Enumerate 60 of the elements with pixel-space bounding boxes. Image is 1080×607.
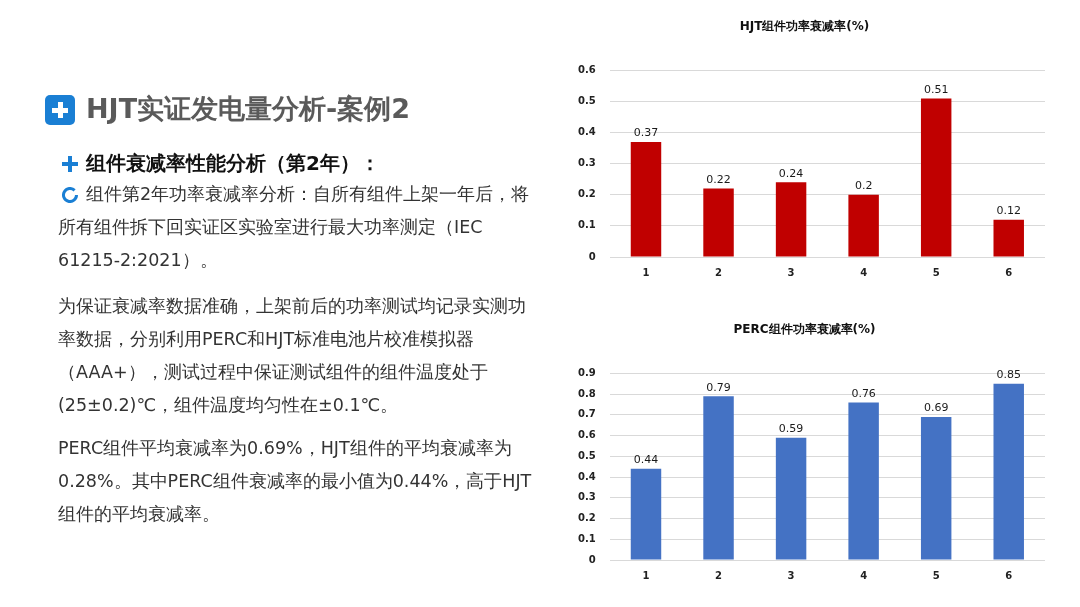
x-tick-label: 6	[1005, 569, 1013, 581]
x-tick-label: 1	[642, 266, 650, 278]
chart-title: PERC组件功率衰减率(%)	[733, 322, 876, 337]
y-tick-label: 0.5	[578, 449, 596, 461]
y-tick-label: 0.1	[578, 219, 596, 231]
data-label: 0.44	[633, 453, 659, 467]
bar	[920, 98, 952, 257]
x-tick-label: 5	[932, 569, 940, 581]
y-tick-label: 0.2	[578, 188, 596, 200]
x-tick-label: 2	[715, 569, 723, 581]
x-tick-label: 2	[715, 266, 723, 278]
bar	[775, 437, 807, 560]
y-tick-label: 0.4	[578, 126, 596, 138]
y-tick-label: 0.6	[578, 429, 596, 441]
text: PERC组件平均衰减率为0.69%，HJT组件的平均衰减率为0.28%。其中PERC组件衰减率的最小值为0.44%，高于HJT组件的平均衰减率。	[58, 437, 533, 526]
x-tick-label: 3	[787, 266, 795, 278]
y-tick-label: 0.2	[578, 512, 596, 524]
x-tick-label: 3	[787, 569, 795, 581]
y-tick-label: 0	[588, 250, 596, 262]
x-tick-label: 1	[642, 569, 650, 581]
y-tick-label: 0.6	[578, 63, 596, 75]
data-label: 0.24	[778, 166, 804, 180]
y-tick-label: 0.8	[578, 387, 596, 399]
text: HJT实证发电量分析-案例2	[86, 92, 411, 126]
data-label: 0.69	[923, 401, 949, 415]
y-tick-label: 0.1	[578, 532, 596, 544]
x-tick-label: 6	[1005, 266, 1013, 278]
bar	[848, 194, 879, 257]
data-label: 0.76	[851, 386, 876, 400]
data-label: 0.85	[996, 368, 1021, 382]
y-tick-label: 0.7	[578, 408, 596, 420]
data-label: 0.22	[706, 172, 731, 186]
chart-title: HJT组件功率衰减率(%)	[739, 19, 870, 34]
text: 组件第2年功率衰减率分析：自所有组件上架一年后，将所有组件拆下回实证区实验室进行最大功率测定（IEC 61215-2:2021）。	[58, 183, 531, 272]
data-label: 0.12	[996, 204, 1021, 218]
data-label: 0.2	[854, 179, 873, 193]
data-label: 0.51	[923, 82, 949, 96]
bar	[920, 416, 952, 560]
y-tick-label: 0.3	[578, 491, 596, 503]
bar	[775, 182, 807, 257]
x-tick-label: 4	[860, 266, 868, 278]
bar	[703, 396, 734, 560]
x-tick-label: 4	[860, 569, 868, 581]
text: 为保证衰减率数据准确，上架前后的功率测试均记录实测功率数据，分别利用PERC和HJT标准电池片校准模拟器（AAA+），测试过程中保证测试组件的组件温度处于(25±0.2)℃，组件温度均匀性在±0.1℃。	[58, 295, 527, 417]
y-tick-label: 0.4	[578, 470, 596, 482]
y-tick-label: 0.3	[578, 157, 596, 169]
data-label: 0.79	[706, 380, 731, 394]
bar	[848, 402, 879, 560]
bar	[703, 188, 734, 257]
y-tick-label: 0.9	[578, 366, 596, 378]
bar	[993, 219, 1024, 257]
text: 组件衰减率性能分析（第2年）：	[86, 150, 380, 177]
y-tick-label: 0.5	[578, 95, 596, 107]
bar	[993, 383, 1024, 560]
y-tick-label: 0	[588, 553, 596, 565]
x-tick-label: 5	[932, 266, 940, 278]
bar	[630, 141, 662, 257]
data-label: 0.59	[778, 422, 804, 436]
data-label: 0.37	[633, 126, 659, 140]
bar	[630, 468, 662, 560]
